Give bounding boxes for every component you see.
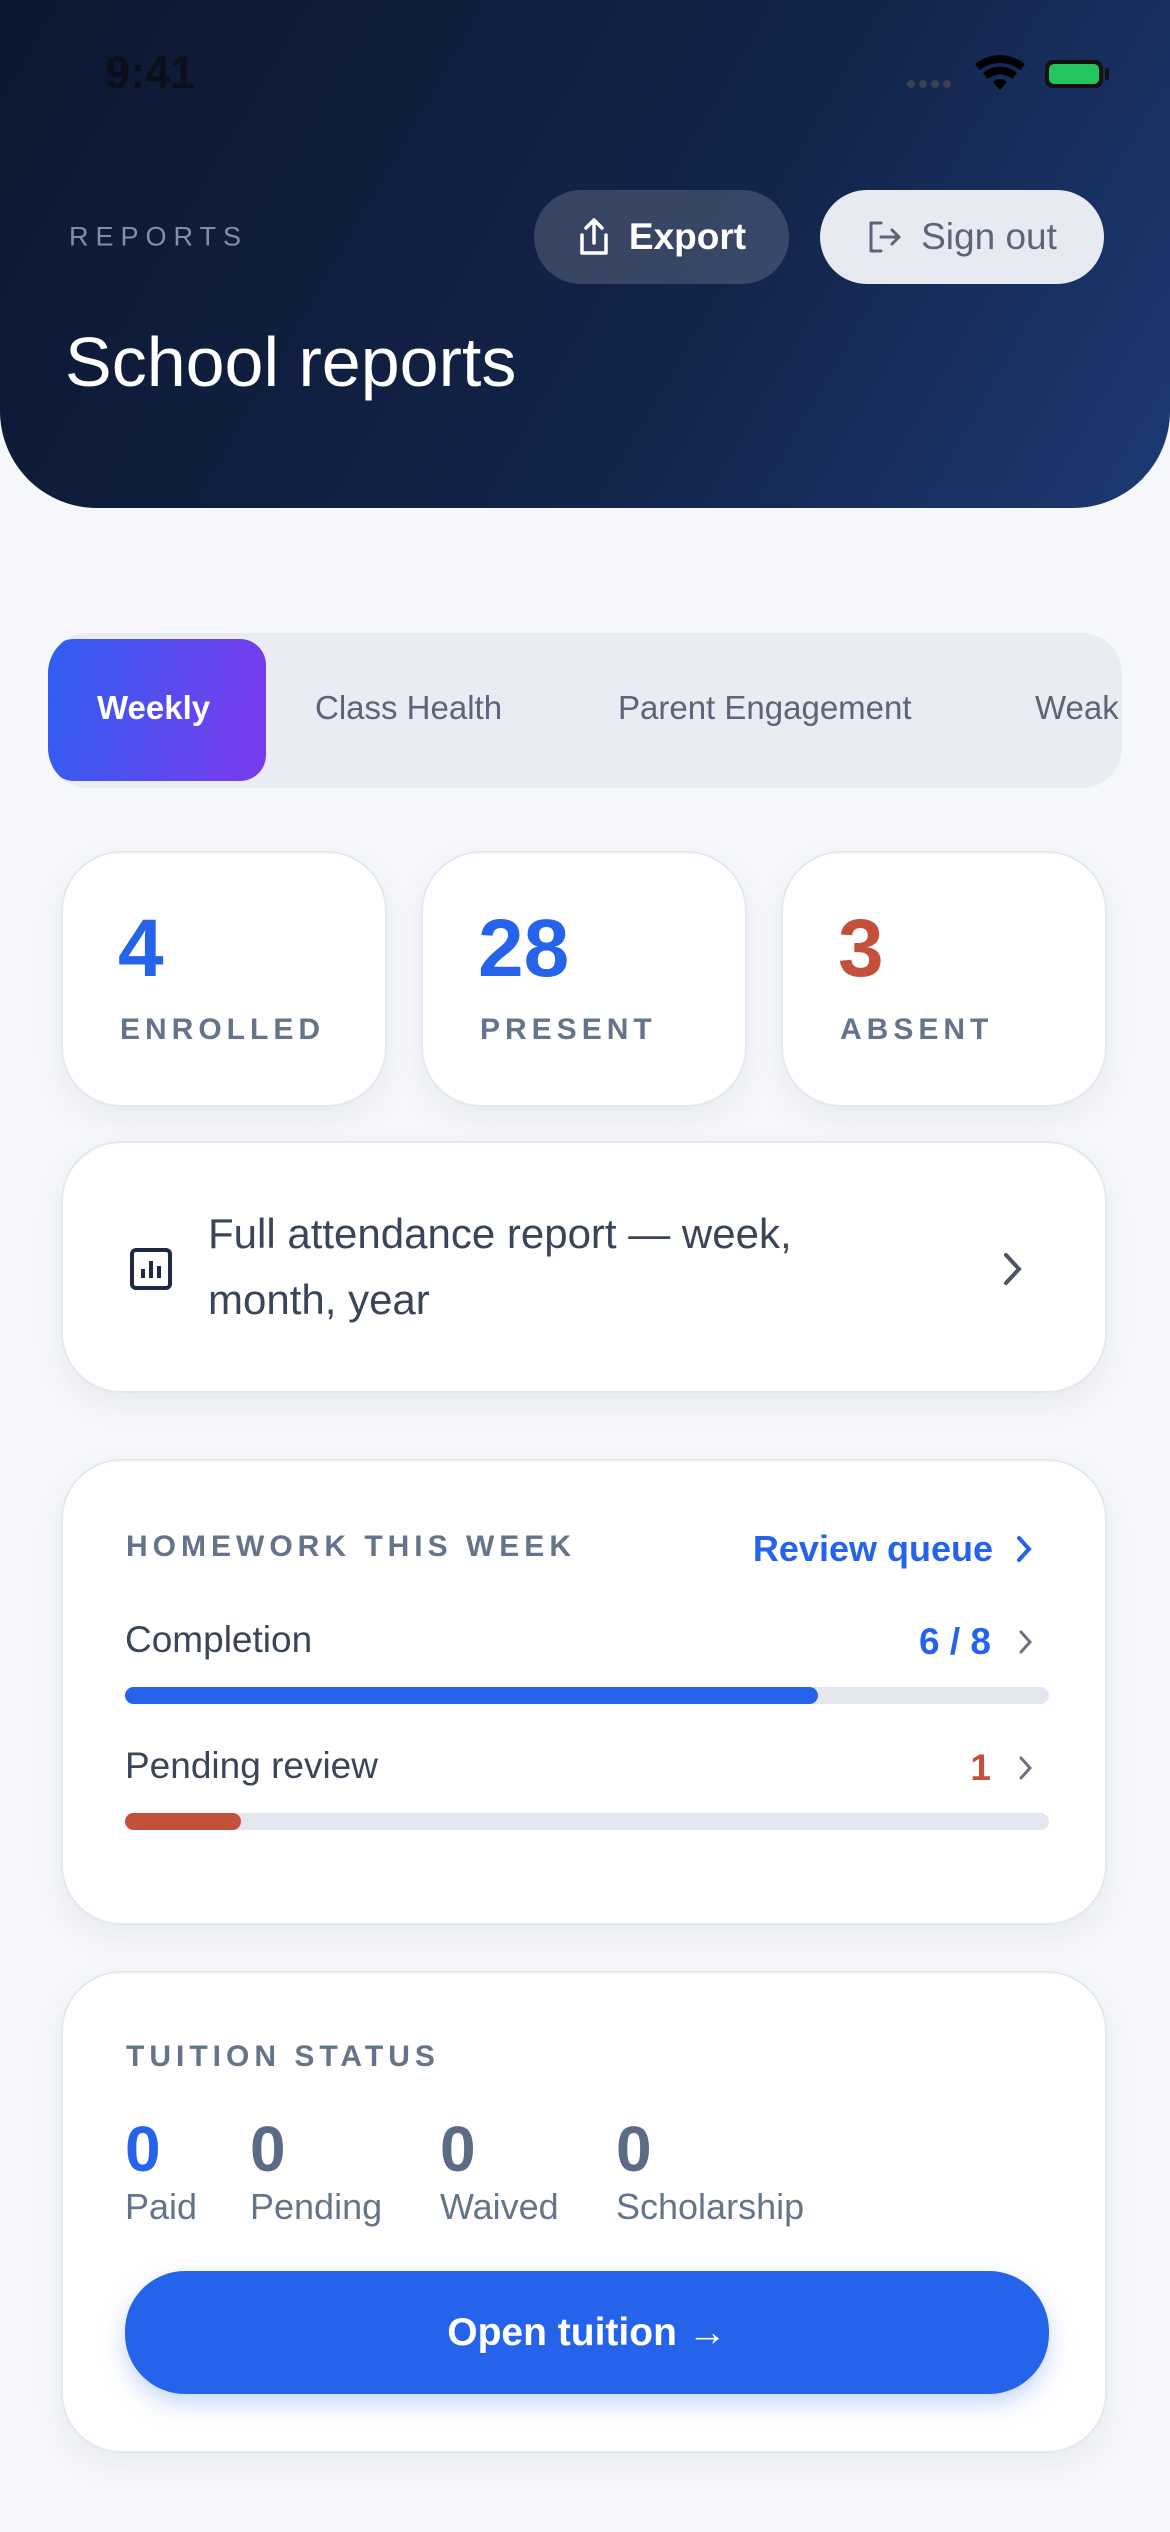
open-tuition-button[interactable]: Open tuition →: [125, 2271, 1049, 2394]
tuition-value: 0: [125, 2113, 161, 2185]
tab[interactable]: Weekly: [97, 689, 211, 726]
tab-bar: Weekly Class Health Parent Engagement We…: [48, 633, 1122, 788]
review-link[interactable]: Review queue: [752, 1528, 993, 1569]
pending-value: 1: [970, 1747, 991, 1788]
status-time: 9:41: [105, 47, 196, 98]
progress-fill: [125, 1687, 818, 1704]
tuition-card: TUITION STATUS 0 Paid 0 Pending 0 Waived…: [61, 1971, 1107, 2453]
tuition-value: 0: [250, 2113, 286, 2185]
stat-value: 4: [118, 903, 164, 994]
chevron: [1019, 1756, 1033, 1780]
stat-label: ABSENT: [840, 1013, 994, 1046]
section-title: HOMEWORK THIS WEEK: [126, 1530, 576, 1563]
tab[interactable]: Weak: [1035, 689, 1119, 726]
completion-value: 6 / 8: [919, 1621, 991, 1662]
homework-card: HOMEWORK THIS WEEK Review queue Completi…: [61, 1459, 1107, 1925]
chevron: [1017, 1536, 1032, 1562]
page-title: School reports: [65, 323, 517, 401]
stat-card: 3 ABSENT: [781, 851, 1107, 1107]
pending-label: Pending review: [125, 1745, 378, 1786]
section-title: TUITION STATUS: [126, 2040, 440, 2073]
tuition-value: 0: [440, 2113, 476, 2185]
attendance-link-text: Full attendance report — week, month, ye…: [208, 1210, 792, 1323]
tab[interactable]: Parent Engagement: [618, 689, 912, 726]
stat-value: 28: [478, 903, 570, 994]
status-icons: [907, 55, 1109, 90]
tuition-label: Pending: [250, 2186, 383, 2227]
stat-card: 4 ENROLLED: [61, 851, 387, 1107]
progress-fill: [125, 1813, 241, 1830]
sign-out-icon: [869, 221, 901, 253]
export-button[interactable]: Export: [534, 190, 789, 284]
sign-out-button[interactable]: Sign out: [820, 190, 1104, 284]
stat-label: PRESENT: [480, 1013, 657, 1046]
tuition-label: Paid: [125, 2186, 198, 2227]
export-label: Export: [628, 216, 747, 257]
progress-track: [125, 1687, 1049, 1704]
chevron: [1019, 1630, 1033, 1654]
stat-value: 3: [838, 903, 884, 994]
attendance-link-card[interactable]: Full attendance report — week, month, ye…: [61, 1141, 1107, 1393]
tuition-label: Waived: [440, 2186, 559, 2227]
progress-track: [125, 1813, 1049, 1830]
stat-card: 28 PRESENT: [421, 851, 747, 1107]
chart-icon: [130, 1248, 172, 1290]
eyebrow: REPORTS: [69, 221, 249, 252]
sign-out-label: Sign out: [921, 216, 1057, 257]
export-icon: [580, 218, 608, 255]
tuition-label: Scholarship: [616, 2186, 805, 2227]
stat-label: ENROLLED: [120, 1013, 325, 1046]
tab[interactable]: Class Health: [315, 689, 503, 726]
tuition-value: 0: [616, 2113, 652, 2185]
tab-active-bg: [48, 639, 266, 781]
completion-label: Completion: [125, 1619, 313, 1660]
chevron: [1004, 1253, 1022, 1285]
